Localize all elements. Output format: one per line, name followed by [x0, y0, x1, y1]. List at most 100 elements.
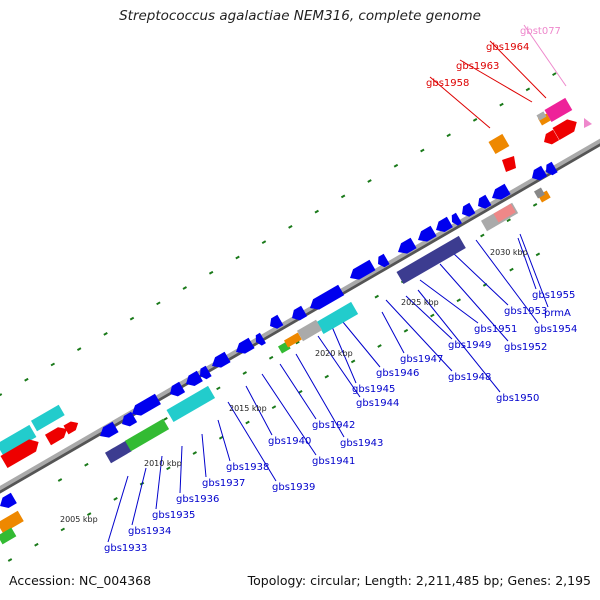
gene-outer-16 — [436, 216, 453, 232]
gene-gbs1963-gray-shape — [536, 111, 547, 121]
gene-label-gbs1937: gbs1937 — [202, 478, 245, 489]
gene-outer-4-shape — [186, 370, 203, 386]
tick-mark — [350, 359, 356, 364]
scale-label: 2030 kbp — [490, 248, 528, 257]
leader-gbs1942 — [279, 363, 317, 420]
tick-mark — [506, 218, 511, 223]
gene-outer-cyan-left — [0, 424, 37, 457]
gene-small-orange-2 — [537, 190, 551, 203]
gene-outer-7-shape — [236, 337, 255, 354]
gene-inner-salmon-shape — [493, 203, 516, 223]
gene-inner-navy-2-shape — [396, 235, 466, 285]
gene-outer-10-shape — [292, 305, 308, 321]
tick-mark — [367, 179, 372, 183]
scale-label: 2015 kbp — [229, 404, 267, 413]
gene-outer-0-shape — [100, 421, 119, 438]
gene-outer-13 — [378, 253, 390, 268]
leader-gbs1954 — [475, 239, 539, 324]
tick-mark — [295, 340, 300, 345]
gene-outer-0 — [100, 421, 119, 438]
gene-outer-18-shape — [462, 202, 476, 217]
tick-mark — [393, 163, 399, 168]
gene-outer-17 — [451, 212, 462, 226]
tick-mark — [216, 386, 221, 391]
gene-label-gbs1942: gbs1942 — [312, 420, 355, 431]
gene-outer-21-shape — [532, 165, 548, 181]
gene-outer-2-shape — [132, 393, 161, 416]
leader-gbs1938 — [217, 419, 231, 462]
gene-label-gbs1954: gbs1954 — [534, 324, 577, 335]
gene-label-gbs1938: gbs1938 — [226, 462, 269, 473]
leader-gbs1941 — [261, 373, 317, 456]
scale-label: 2005 kbp — [60, 515, 98, 524]
gene-label-gbs1941: gbs1941 — [312, 456, 355, 467]
gene-red-arrow-2-shape — [544, 129, 560, 145]
gene-left-blue-shape — [0, 492, 17, 508]
gene-left-red-3 — [63, 421, 79, 435]
tick-mark — [50, 362, 56, 367]
gene-label-gbs1950: gbs1950 — [496, 393, 539, 404]
gene-outer-1-shape — [122, 411, 138, 427]
gene-left-blue — [0, 492, 17, 508]
tick-mark — [24, 377, 29, 382]
gene-label-gbs1958: gbs1958 — [426, 78, 469, 89]
gene-outer-15-shape — [418, 225, 437, 242]
leader-gbs1937 — [201, 433, 207, 478]
gene-inner-salmon — [493, 203, 516, 223]
tick-mark — [156, 301, 161, 306]
gene-outer-12-shape — [350, 259, 376, 280]
scale-label: 2025 kbp — [401, 298, 439, 307]
tick-mark — [535, 252, 541, 257]
gene-outer-2 — [132, 393, 161, 416]
tick-mark — [218, 435, 224, 440]
gene-small-gray — [533, 187, 545, 199]
leader-gbs1935 — [155, 455, 163, 510]
gene-label-gbs1963: gbs1963 — [456, 61, 499, 72]
leader-gbs1953 — [451, 251, 509, 306]
tick-mark — [324, 374, 329, 379]
gene-left-red — [0, 439, 39, 469]
gene-left-red-2 — [44, 427, 68, 446]
gene-left-orange-shape — [0, 510, 24, 534]
tick-mark — [103, 332, 108, 336]
gene-label-gbs1939: gbs1939 — [272, 482, 315, 493]
label-leaders — [107, 24, 567, 543]
gene-outer-22 — [546, 161, 558, 176]
tick-mark — [60, 527, 66, 532]
gene-outer-5 — [200, 365, 212, 380]
leader-gbs1933 — [107, 475, 129, 543]
leader-gbst077 — [523, 24, 567, 87]
gene-outer-11 — [310, 284, 345, 310]
gene-outer-9-shape — [270, 314, 284, 329]
tick-mark — [166, 466, 171, 471]
gene-outer-cyan-2 — [30, 404, 65, 432]
tick-mark — [182, 286, 187, 290]
gene-left-green — [0, 527, 17, 545]
gene-outer-10 — [292, 305, 308, 321]
gene-label-gbs1933: gbs1933 — [104, 543, 147, 554]
tick-mark — [377, 344, 382, 348]
tick-mark — [84, 462, 89, 467]
gene-outer-17-shape — [451, 212, 462, 226]
gene-outer-20 — [492, 183, 511, 200]
gene-outer-16-shape — [436, 216, 453, 232]
gene-label-gbs1940: gbs1940 — [268, 436, 311, 447]
leader-gbs1940 — [245, 385, 273, 436]
gene-outer-14 — [398, 237, 417, 254]
gene-outer-9 — [270, 314, 284, 329]
gene-label-gbs1964: gbs1964 — [486, 42, 529, 53]
tick-mark — [271, 405, 277, 410]
gene-outer-1 — [122, 411, 138, 427]
gene-outer-cyan-2-shape — [30, 404, 65, 432]
gene-left-orange — [0, 510, 24, 534]
gene-small-orange-2-shape — [537, 190, 551, 203]
gene-small-orange — [283, 332, 302, 348]
tick-mark — [242, 371, 247, 375]
scale-label: 2010 kbp — [144, 459, 182, 468]
gene-left-red-2-shape — [44, 427, 68, 446]
tick-mark — [129, 316, 135, 321]
tick-mark — [113, 497, 118, 501]
tick-mark — [446, 133, 451, 138]
leader-gbs1950 — [417, 289, 501, 393]
leader-gbs1934 — [131, 467, 147, 526]
